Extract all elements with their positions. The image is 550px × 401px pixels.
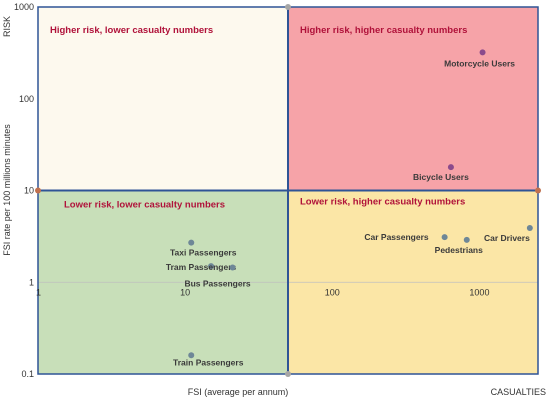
divider-top-marker	[285, 4, 291, 10]
data-point-label: Train Passengers	[173, 357, 244, 367]
data-point-label: Tram Passengers	[166, 262, 237, 272]
data-point	[526, 225, 533, 232]
divider-right-marker	[535, 187, 541, 194]
quadrant-title-bottom-left: Lower risk, lower casualty numbers	[64, 200, 225, 211]
casualties-label: CASUALTIES	[491, 387, 546, 397]
data-point-label: Bus Passengers	[184, 278, 250, 288]
data-point	[479, 49, 486, 56]
y-axis-title: FSI rate per 100 millions minutes	[2, 124, 12, 256]
data-point	[188, 352, 195, 359]
x-tick-label: 10	[180, 287, 190, 297]
quadrant-top-left	[38, 7, 288, 191]
risk-label: RISK	[2, 16, 12, 37]
quadrant-title-top-left: Higher risk, lower casualty numbers	[50, 25, 213, 36]
quadrant-top-right	[288, 7, 538, 191]
y-tick-label: 1000	[14, 2, 34, 12]
divider-bottom-marker	[285, 371, 291, 377]
data-point	[188, 239, 195, 246]
data-point	[208, 263, 215, 270]
y-tick-label: 1	[29, 277, 34, 287]
quadrant-title-top-right: Higher risk, higher casualty numbers	[300, 25, 467, 36]
y-tick-label: 0.1	[21, 369, 34, 379]
data-point	[441, 234, 448, 241]
data-point-label: Car Passengers	[364, 232, 429, 242]
y-tick-label: 100	[19, 94, 34, 104]
divider-left-marker	[35, 187, 41, 194]
x-tick-label: 1000	[469, 287, 489, 297]
data-point-label: Taxi Passengers	[170, 248, 237, 258]
data-point	[463, 236, 470, 243]
y-tick-label: 10	[24, 186, 34, 196]
x-axis-title: FSI (average per annum)	[188, 387, 289, 397]
data-point-label: Pedestrians	[435, 245, 483, 255]
data-point	[447, 164, 454, 171]
x-tick-label: 100	[325, 287, 340, 297]
quadrant-title-bottom-right: Lower risk, higher casualty numbers	[300, 197, 465, 208]
data-point	[229, 264, 236, 271]
data-point-label: Motorcycle Users	[444, 58, 515, 68]
data-point-label: Bicycle Users	[413, 172, 469, 182]
x-tick-label: 1	[36, 287, 41, 297]
data-point-label: Car Drivers	[484, 233, 530, 243]
